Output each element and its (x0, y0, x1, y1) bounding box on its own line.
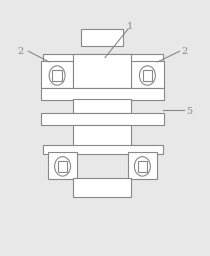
Bar (58, 161, 67, 172)
Bar (131, 61, 164, 88)
Bar (41, 113, 164, 125)
Bar (74, 125, 131, 146)
Circle shape (55, 157, 71, 176)
Bar (43, 54, 163, 63)
Circle shape (139, 66, 155, 85)
Bar (81, 29, 123, 46)
Text: 2: 2 (18, 47, 24, 56)
Bar (128, 152, 157, 179)
Text: 5: 5 (186, 107, 192, 116)
Bar (74, 99, 131, 113)
Bar (138, 161, 147, 172)
Bar (52, 70, 62, 81)
Bar (41, 61, 74, 88)
Bar (43, 145, 163, 154)
Circle shape (49, 66, 65, 85)
Bar (48, 152, 77, 179)
Bar (74, 178, 131, 197)
Text: 1: 1 (127, 22, 133, 31)
Bar (41, 88, 164, 100)
Bar (74, 54, 131, 88)
Circle shape (134, 157, 150, 176)
Text: 2: 2 (182, 47, 188, 56)
Bar (143, 70, 152, 81)
